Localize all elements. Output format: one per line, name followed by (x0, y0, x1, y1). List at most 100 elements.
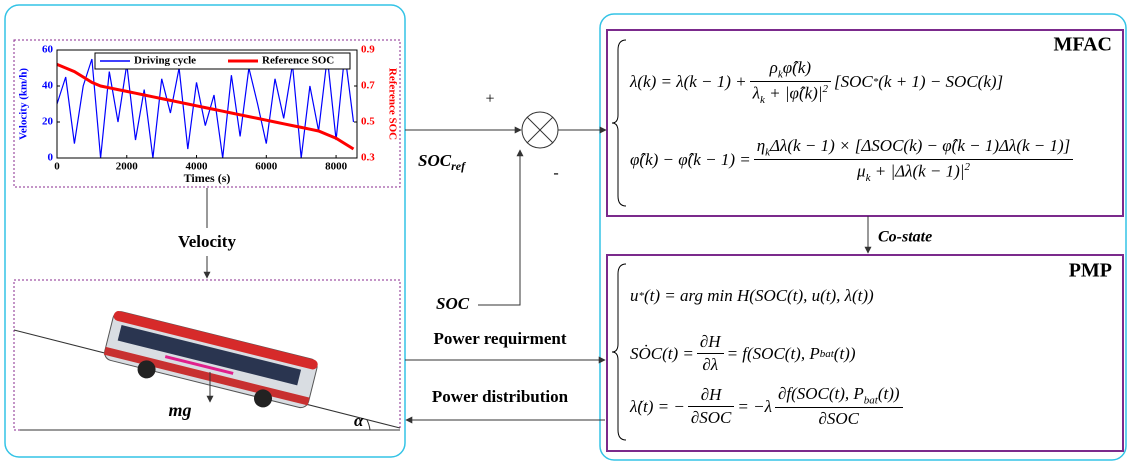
label: α (354, 411, 364, 430)
math-text: + |Δλ(k − 1)| (870, 162, 965, 182)
math-text: SȮC(t) = (630, 343, 694, 363)
denominator: ∂SOC (688, 407, 735, 428)
wheel (254, 389, 273, 408)
math-text: ∂SOC (690, 408, 732, 428)
math-text: λ̇(t) = − (630, 396, 685, 416)
numerator: ∂H (687, 385, 735, 408)
equation: u * (t) = arg min H(SOC(t), u(t), λ(t)) (630, 286, 874, 306)
math-text: Δλ(k − 1) × [ΔSOC(k) − φ̂(k − 1)Δλ(k − 1… (770, 136, 1071, 155)
x-tick-label: 0 (54, 161, 60, 173)
math-text: λ (752, 84, 761, 104)
y2-tick-label: 0.3 (361, 152, 375, 164)
angle-arc (366, 419, 371, 431)
label: Power requirment (434, 329, 567, 348)
wheel (137, 360, 156, 379)
superscript: 2 (964, 161, 970, 174)
series-line (56, 63, 355, 151)
bus-roof (113, 311, 318, 370)
subscript: k (865, 172, 871, 185)
label: Co-state (878, 229, 932, 246)
math-text: (t) = arg min H(SOC(t), u(t), λ(t)) (644, 286, 874, 305)
math-text: (k + 1) − SOC(k)] (878, 72, 1004, 92)
y2-tick-label: 0.7 (361, 80, 375, 92)
bus-stripe (103, 346, 310, 406)
math-text: ρ (769, 58, 778, 77)
force (164, 355, 234, 375)
math-text: ∂SOC (818, 409, 860, 429)
math-text: = −λ (737, 396, 772, 416)
math-text: ∂H (700, 385, 722, 405)
denominator: ∂SOC (775, 408, 903, 429)
denominator: λk + |φ̂(k)|2 (750, 82, 831, 106)
numerator: ηkΔλ(k − 1) × [ΔSOC(k) − φ̂(k − 1)Δλ(k −… (753, 136, 1074, 161)
right-panel (599, 13, 1127, 461)
math-text: (t)) (833, 343, 856, 363)
x-tick-label: 6000 (255, 161, 278, 173)
denominator: μk + |Δλ(k − 1)|2 (754, 160, 1074, 184)
left-panel (4, 4, 406, 458)
math-text: φ̂(k) (782, 58, 811, 77)
math-text: (t)) (877, 384, 900, 403)
fraction: ρkφ̂(k) λk + |φ̂(k)|2 (749, 58, 831, 106)
plot-frame (56, 49, 358, 159)
y-tick-label: 0 (48, 152, 54, 164)
fraction: ηkΔλ(k − 1) × [ΔSOC(k) − φ̂(k − 1)Δλ(k −… (753, 136, 1074, 184)
math-text: λ(k) = λ(k − 1) + (630, 72, 747, 92)
superscript: * (872, 76, 879, 89)
math-text: + |φ̂(k)| (764, 84, 823, 104)
math-text: u (630, 286, 639, 305)
math-text: [SOC (834, 72, 873, 92)
series-line (56, 53, 355, 159)
superscript: 2 (822, 83, 829, 96)
equation: λ̇(t) = − ∂H ∂SOC = −λ ∂f(SOC(t), Pbat(t)) ∂… (630, 384, 906, 429)
label: Velocity (178, 232, 236, 251)
label: Power distribution (432, 387, 569, 406)
label: ref (451, 159, 466, 173)
bus (103, 311, 318, 409)
math-text: φ̂(k) − φ̂(k − 1) = (630, 150, 751, 170)
label: SOC (436, 294, 470, 313)
bus-windows (117, 325, 302, 386)
y-tick-label: 40 (42, 80, 54, 92)
subscript: bat (863, 394, 878, 407)
title: MFAC (1054, 34, 1113, 56)
y-axis-label: Velocity (km/h) (18, 68, 30, 140)
mfac-box (606, 29, 1124, 217)
y2-axis-label: Reference SOC (386, 68, 398, 140)
equation: φ̂(k) − φ̂(k − 1) = ηkΔλ(k − 1) × [ΔSOC(… (630, 136, 1076, 184)
math-text: ∂H (699, 332, 721, 351)
x-tick-label: 8000 (325, 161, 348, 173)
y2-tick-label: 0.9 (361, 44, 375, 56)
legend-label: Driving cycle (134, 55, 196, 67)
math-text: η (756, 136, 766, 155)
title: PMP (1069, 260, 1112, 282)
label: - (553, 165, 558, 182)
sum-cross (526, 116, 554, 144)
label: mg (168, 400, 191, 420)
label: SOCref (418, 151, 466, 173)
fraction: ∂H ∂SOC (687, 385, 735, 428)
x-axis-label: Times (s) (184, 171, 231, 185)
chart-box (13, 39, 401, 188)
denominator: ∂λ (697, 354, 724, 375)
brace (611, 263, 627, 441)
x-tick-label: 4000 (186, 161, 209, 173)
y-tick-label: 20 (42, 116, 54, 128)
fraction: ∂H ∂λ (696, 332, 724, 375)
math-text: ∂λ (702, 355, 719, 374)
superscript: * (638, 290, 645, 302)
math-text: = f(SOC(t), P (726, 343, 820, 363)
numerator: ρkφ̂(k) (749, 58, 831, 83)
fraction: ∂f(SOC(t), Pbat(t)) ∂SOC (774, 384, 903, 429)
brace (611, 39, 627, 207)
numerator: ∂H (696, 332, 724, 354)
math-text: ∂f(SOC(t), P (777, 384, 864, 403)
numerator: ∂f(SOC(t), Pbat(t)) (774, 384, 903, 409)
subscript: k (765, 146, 771, 159)
label: SOC (418, 151, 452, 170)
equation: λ(k) = λ(k − 1) + ρkφ̂(k) λk + |φ̂(k)|2 [S… (630, 58, 1003, 106)
legend-box (94, 52, 351, 70)
